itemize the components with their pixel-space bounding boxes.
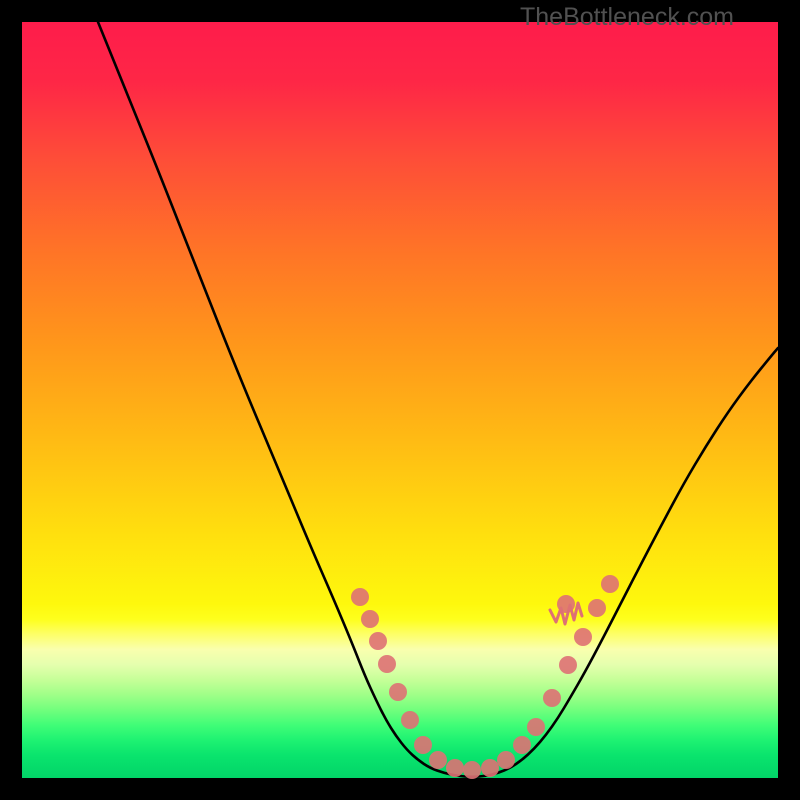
marker-dot — [369, 632, 387, 650]
chart-stage: TheBottleneck.com — [0, 0, 800, 800]
marker-dot — [351, 588, 369, 606]
attribution-text: TheBottleneck.com — [520, 3, 734, 32]
marker-dot — [527, 718, 545, 736]
marker-dot — [543, 689, 561, 707]
marker-dot — [378, 655, 396, 673]
marker-dot — [588, 599, 606, 617]
marker-dot — [559, 656, 577, 674]
marker-dot — [446, 759, 464, 777]
marker-dot — [429, 751, 447, 769]
marker-dot — [401, 711, 419, 729]
marker-dot — [513, 736, 531, 754]
marker-dot — [574, 628, 592, 646]
marker-dot — [361, 610, 379, 628]
v-curve — [98, 22, 778, 777]
marker-dot — [414, 736, 432, 754]
marker-dot — [601, 575, 619, 593]
marker-dot — [557, 595, 575, 613]
marker-dot — [389, 683, 407, 701]
marker-dot — [463, 761, 481, 779]
marker-dot — [497, 751, 515, 769]
marker-dot — [481, 759, 499, 777]
chart-svg — [0, 0, 800, 800]
